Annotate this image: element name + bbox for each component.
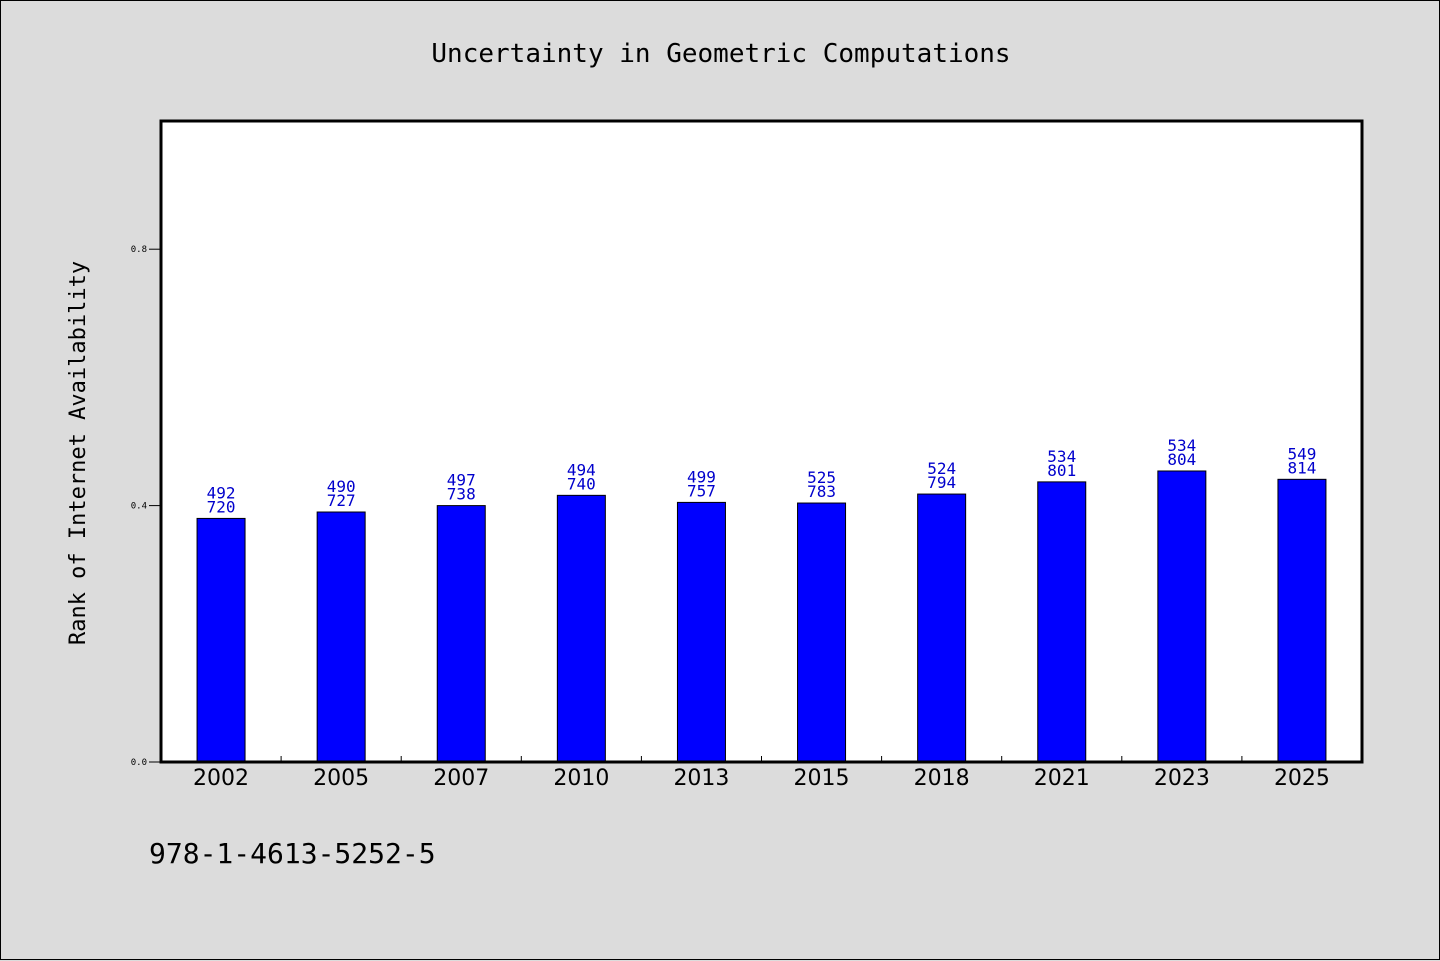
bar-label-bottom: 740	[567, 474, 596, 493]
bar-label-bottom: 720	[207, 497, 236, 516]
bar-label-top: 534	[1167, 436, 1196, 455]
bar	[797, 502, 847, 763]
bar-label-top: 490	[327, 477, 356, 496]
chart-title: Uncertainty in Geometric Computations	[431, 39, 1010, 69]
bar	[556, 494, 606, 763]
x-ticks-group: 2002 2005 2007 2010 2013 2015 2018 2021 2023 2025	[193, 756, 1330, 791]
x-tick-label: 2013	[673, 766, 729, 791]
isbn-footer: 978-1-4613-5252-5	[149, 837, 436, 870]
bar-label-bottom: 804	[1167, 450, 1196, 469]
x-tick-label: 2018	[914, 766, 970, 791]
bar-label-bottom: 814	[1287, 458, 1316, 477]
y-tick-label: 0.0	[131, 758, 147, 768]
x-tick-label: 2005	[313, 766, 369, 791]
bar-label-bottom: 727	[327, 491, 356, 510]
x-tick-label: 2007	[433, 766, 489, 791]
bar-label-top: 524	[927, 459, 956, 478]
y-axis-label: Rank of Internet Availability	[66, 261, 91, 645]
bar	[1157, 470, 1207, 763]
bar-label-bottom: 783	[807, 482, 836, 501]
x-tick-label: 2002	[193, 766, 249, 791]
x-tick-label: 2015	[794, 766, 850, 791]
bar	[436, 505, 486, 763]
bar-label-top: 494	[567, 460, 596, 479]
bar	[1277, 478, 1327, 763]
bar	[917, 493, 967, 763]
bar-label-top: 549	[1287, 444, 1316, 463]
bar	[196, 517, 246, 763]
bar	[676, 501, 726, 763]
y-ticks-group: 0.0 0.4 0.8	[131, 245, 161, 768]
plot-border	[159, 119, 1364, 764]
x-tick-label: 2010	[553, 766, 609, 791]
y-tick-label: 0.8	[131, 245, 147, 255]
bar-label-top: 492	[207, 483, 236, 502]
bar-label-bottom: 757	[687, 481, 716, 500]
bar-label-top: 525	[807, 468, 836, 487]
bar-label-top: 499	[687, 467, 716, 486]
bar	[316, 511, 366, 763]
y-tick-label: 0.4	[131, 502, 147, 512]
bar-label-bottom: 794	[927, 473, 956, 492]
bar-label-bottom: 801	[1047, 461, 1076, 480]
bar-label-top: 497	[447, 471, 476, 490]
x-tick-label: 2021	[1034, 766, 1090, 791]
bar	[1037, 481, 1087, 763]
bar-label-top: 534	[1047, 447, 1076, 466]
x-tick-label: 2025	[1274, 766, 1330, 791]
bar-label-bottom: 738	[447, 485, 476, 504]
x-tick-label: 2023	[1154, 766, 1210, 791]
